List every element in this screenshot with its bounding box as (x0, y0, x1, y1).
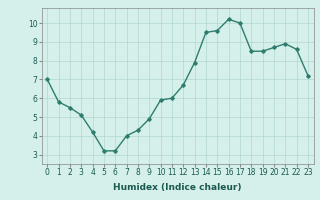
X-axis label: Humidex (Indice chaleur): Humidex (Indice chaleur) (113, 183, 242, 192)
